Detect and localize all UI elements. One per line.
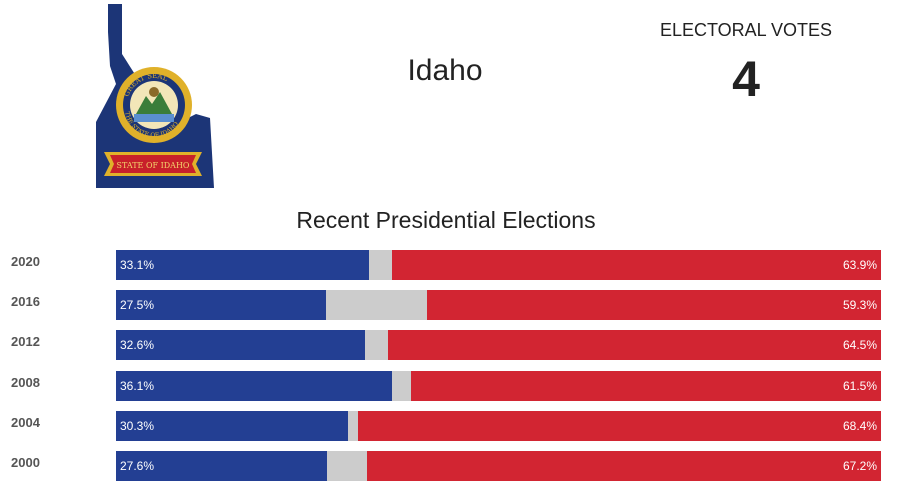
result-bar: 33.1% 63.9%	[116, 250, 881, 280]
election-row: 2012 32.6% 64.5%	[0, 330, 900, 361]
state-banner: STATE OF IDAHO	[104, 152, 202, 176]
rep-segment	[427, 290, 881, 321]
state-seal: GREAT SEAL THE STATE OF IDAHO	[116, 67, 192, 143]
year-label: 2012	[11, 334, 40, 350]
rep-percent-label: 68.4%	[842, 418, 877, 433]
rep-segment	[392, 250, 881, 280]
dem-segment	[116, 330, 366, 361]
chart-title: Recent Presidential Elections	[296, 207, 596, 233]
dem-segment	[116, 250, 370, 280]
dem-percent-label: 32.6%	[120, 338, 155, 353]
idaho-map: GREAT SEAL THE STATE OF IDAHO STATE OF I…	[96, 4, 214, 188]
result-bar: 36.1% 61.5%	[116, 370, 881, 401]
year-label: 2000	[11, 455, 40, 470]
year-label: 2008	[11, 374, 40, 390]
idaho-outline-shape	[96, 4, 214, 188]
state-name: Idaho	[407, 54, 483, 87]
election-row: 2020 33.1% 63.9%	[0, 250, 900, 280]
election-row: 2008 36.1% 61.5%	[0, 370, 900, 401]
result-bar: 32.6% 64.5%	[116, 330, 881, 361]
rep-percent-label: 61.5%	[842, 378, 877, 393]
election-row: 2016 27.5% 59.3%	[0, 290, 900, 321]
year-label: 2004	[11, 414, 40, 430]
rep-percent-label: 64.5%	[842, 338, 877, 353]
rep-segment	[387, 330, 881, 361]
rep-segment	[366, 451, 881, 481]
dem-percent-label: 27.6%	[120, 459, 155, 473]
year-label: 2016	[11, 294, 40, 310]
result-bar: 27.5% 59.3%	[116, 290, 881, 321]
election-row: 2004 30.3% 68.4%	[0, 410, 900, 441]
rep-percent-label: 63.9%	[842, 258, 877, 272]
electoral-votes-value: 4	[732, 51, 760, 107]
dem-percent-label: 30.3%	[120, 418, 155, 433]
election-row: 2000 27.6% 67.2%	[0, 451, 900, 481]
rep-percent-label: 67.2%	[842, 459, 877, 473]
result-bar: 27.6% 67.2%	[116, 451, 881, 481]
rep-segment	[357, 410, 881, 441]
banner-text: STATE OF IDAHO	[117, 161, 190, 170]
dem-segment	[116, 410, 348, 441]
dem-percent-label: 27.5%	[120, 298, 155, 313]
dem-percent-label: 36.1%	[120, 378, 155, 393]
dem-segment	[116, 451, 328, 481]
result-bar: 30.3% 68.4%	[116, 410, 881, 441]
year-label: 2020	[11, 254, 40, 269]
rep-segment	[410, 370, 881, 401]
dem-segment	[116, 290, 327, 321]
dem-segment	[116, 370, 393, 401]
electoral-votes-label: ELECTORAL VOTES	[659, 20, 833, 40]
rep-percent-label: 59.3%	[842, 298, 877, 313]
dem-percent-label: 33.1%	[120, 258, 155, 272]
